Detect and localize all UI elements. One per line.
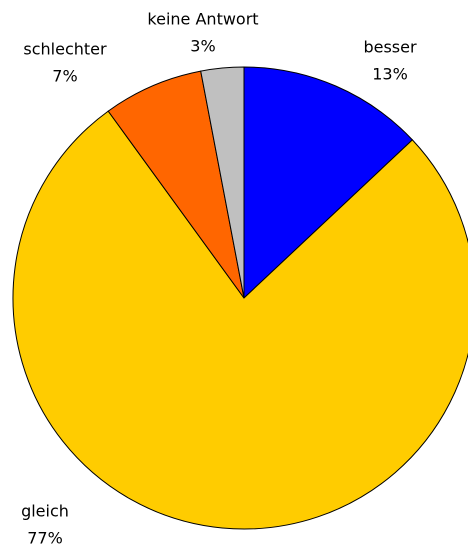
slice-label: besser [363,38,417,57]
pie-slice [107,70,245,299]
slice-value-label: 77% [27,529,63,547]
pie-slice [12,110,468,530]
pie-slice [243,66,414,300]
pie-slice [200,66,245,299]
slice-value-label: 7% [52,67,77,86]
slice-label: schlechter [23,40,107,59]
slice-value-label: 3% [190,37,215,56]
slice-label: gleich [21,502,69,521]
slice-label: keine Antwort [147,10,258,29]
slice-value-label: 13% [372,65,408,84]
